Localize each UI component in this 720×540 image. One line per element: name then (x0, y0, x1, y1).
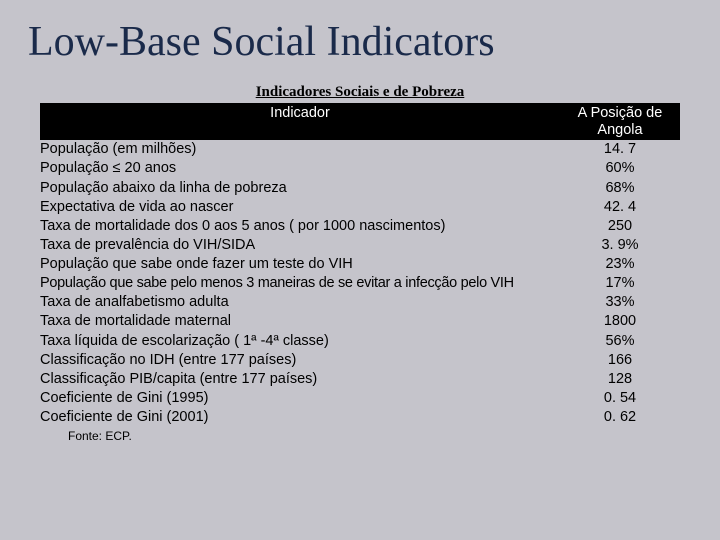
indicator-label: População que sabe pelo menos 3 maneiras… (40, 274, 560, 293)
indicator-label: População (em milhões) (40, 140, 560, 159)
table-row: Expectativa de vida ao nascer42. 4 (40, 198, 680, 217)
table-row: Coeficiente de Gini (1995)0. 54 (40, 389, 680, 408)
table-row: Taxa de mortalidade maternal1800 (40, 312, 680, 331)
header-indicator: Indicador (40, 103, 560, 140)
indicator-label: Taxa de mortalidade dos 0 aos 5 anos ( p… (40, 217, 560, 236)
indicator-value: 23% (560, 255, 680, 274)
table-header: Indicador A Posição de Angola (40, 103, 680, 140)
page-title: Low-Base Social Indicators (28, 18, 692, 66)
indicator-value: 17% (560, 274, 680, 293)
table-row: Taxa de mortalidade dos 0 aos 5 anos ( p… (40, 217, 680, 236)
table-row: Coeficiente de Gini (2001)0. 62 (40, 408, 680, 427)
header-line2: Angola (597, 122, 642, 138)
indicator-label: Coeficiente de Gini (1995) (40, 389, 560, 408)
indicator-label: Taxa líquida de escolarização ( 1ª -4ª c… (40, 332, 560, 351)
table-row: População abaixo da linha de pobreza68% (40, 179, 680, 198)
table-row: População que sabe onde fazer um teste d… (40, 255, 680, 274)
indicator-label: Taxa de prevalência do VIH/SIDA (40, 236, 560, 255)
subtitle: Indicadores Sociais e de Pobreza (28, 84, 692, 101)
indicator-label: Expectativa de vida ao nascer (40, 198, 560, 217)
table-row: Taxa de prevalência do VIH/SIDA3. 9% (40, 236, 680, 255)
table-row: Taxa líquida de escolarização ( 1ª -4ª c… (40, 332, 680, 351)
table-row: Classificação PIB/capita (entre 177 país… (40, 370, 680, 389)
slide: Low-Base Social Indicators Indicadores S… (0, 0, 720, 540)
indicator-value: 56% (560, 332, 680, 351)
header-line1: A Posição de (578, 105, 663, 121)
indicator-label: Taxa de analfabetismo adulta (40, 293, 560, 312)
indicator-value: 0. 62 (560, 408, 680, 427)
table-row: População que sabe pelo menos 3 maneiras… (40, 274, 680, 293)
indicator-label: Coeficiente de Gini (2001) (40, 408, 560, 427)
indicators-table: Indicador A Posição de Angola População … (40, 103, 680, 427)
indicator-label: Classificação PIB/capita (entre 177 país… (40, 370, 560, 389)
indicator-value: 42. 4 (560, 198, 680, 217)
indicator-value: 14. 7 (560, 140, 680, 159)
table-row: Classificação no IDH (entre 177 países)1… (40, 351, 680, 370)
indicator-value: 68% (560, 179, 680, 198)
indicator-value: 250 (560, 217, 680, 236)
indicator-value: 1800 (560, 312, 680, 331)
header-position: A Posição de Angola (560, 103, 680, 140)
table-row: Taxa de analfabetismo adulta33% (40, 293, 680, 312)
table-row: População (em milhões)14. 7 (40, 140, 680, 159)
table-row: População ≤ 20 anos60% (40, 159, 680, 178)
indicator-value: 166 (560, 351, 680, 370)
indicator-label: Taxa de mortalidade maternal (40, 312, 560, 331)
indicator-label: População abaixo da linha de pobreza (40, 179, 560, 198)
source-note: Fonte: ECP. (28, 429, 692, 443)
indicator-label: População que sabe onde fazer um teste d… (40, 255, 560, 274)
indicator-value: 0. 54 (560, 389, 680, 408)
indicator-label: População ≤ 20 anos (40, 159, 560, 178)
indicator-value: 128 (560, 370, 680, 389)
indicator-value: 3. 9% (560, 236, 680, 255)
indicator-value: 60% (560, 159, 680, 178)
indicator-label: Classificação no IDH (entre 177 países) (40, 351, 560, 370)
indicator-value: 33% (560, 293, 680, 312)
table-body: População (em milhões)14. 7População ≤ 2… (40, 140, 680, 427)
